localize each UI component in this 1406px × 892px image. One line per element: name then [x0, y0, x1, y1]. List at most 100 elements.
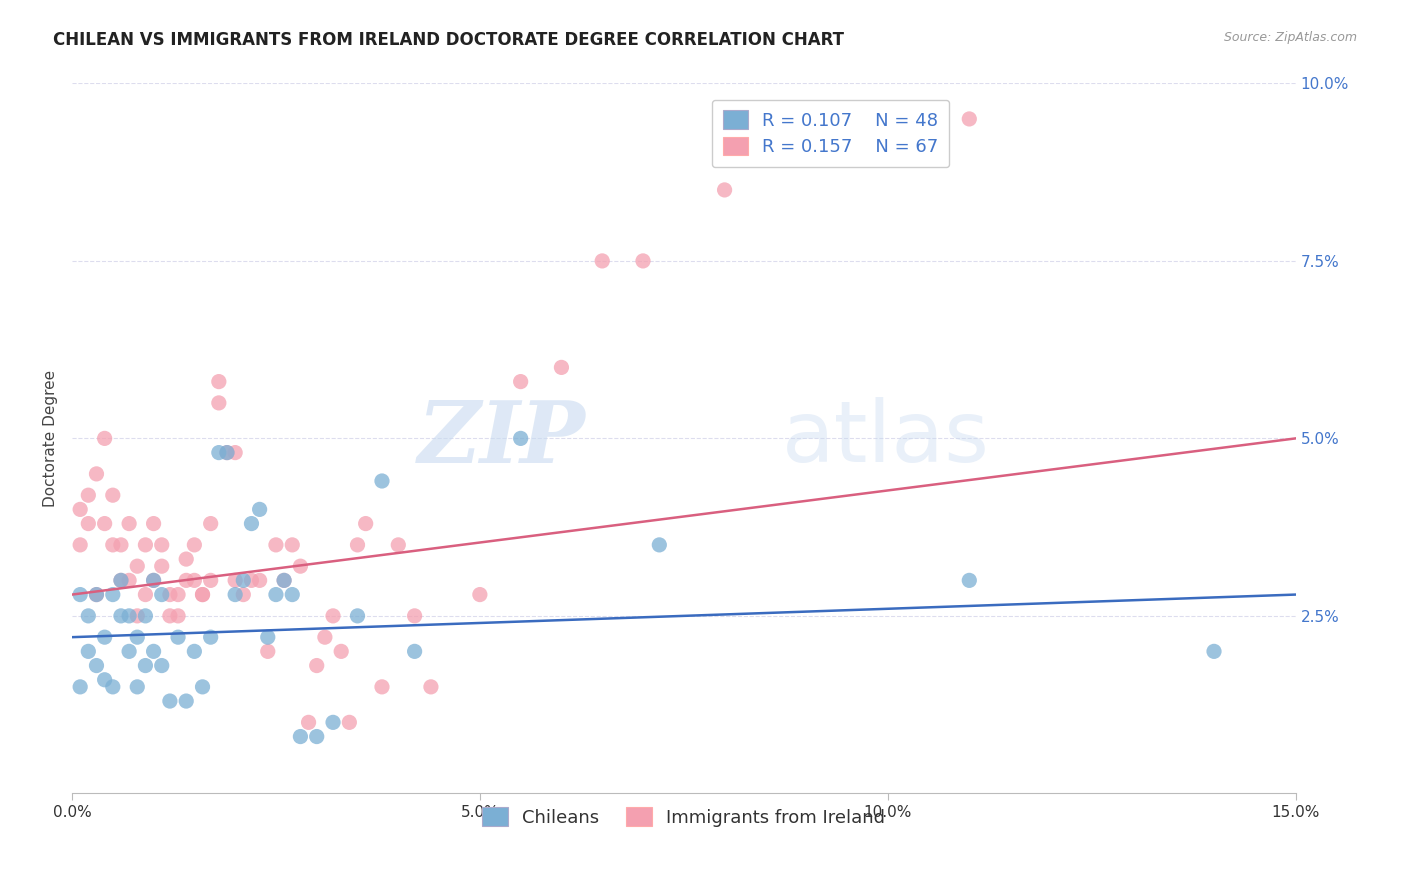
Point: [208, 375, 231, 389]
Point: [167, 588, 190, 602]
Point: [77, 488, 100, 502]
Point: [77, 516, 100, 531]
Point: [127, 680, 149, 694]
Point: [550, 360, 572, 375]
Point: [509, 431, 531, 445]
Point: [256, 630, 278, 644]
Point: [273, 574, 295, 588]
Point: [86, 588, 108, 602]
Point: [93, 673, 115, 687]
Point: [77, 608, 100, 623]
Point: [101, 680, 124, 694]
Point: [224, 574, 246, 588]
Point: [110, 574, 132, 588]
Point: [290, 559, 312, 574]
Point: [264, 588, 287, 602]
Point: [387, 538, 409, 552]
Point: [322, 608, 344, 623]
Point: [232, 574, 254, 588]
Point: [264, 538, 287, 552]
Point: [322, 715, 344, 730]
Point: [127, 608, 149, 623]
Point: [93, 516, 115, 531]
Point: [208, 396, 231, 410]
Point: [93, 431, 115, 445]
Point: [101, 538, 124, 552]
Point: [1202, 644, 1225, 658]
Point: [110, 538, 132, 552]
Point: [174, 552, 197, 566]
Point: [305, 658, 328, 673]
Point: [371, 474, 394, 488]
Point: [371, 680, 394, 694]
Point: [215, 445, 238, 459]
Point: [86, 588, 108, 602]
Point: [118, 516, 141, 531]
Point: [191, 680, 214, 694]
Point: [404, 608, 426, 623]
Point: [468, 588, 491, 602]
Point: [118, 574, 141, 588]
Point: [200, 630, 222, 644]
Point: [134, 658, 156, 673]
Text: ZIP: ZIP: [418, 397, 586, 480]
Point: [200, 574, 222, 588]
Point: [69, 680, 91, 694]
Point: [159, 694, 181, 708]
Point: [346, 608, 368, 623]
Y-axis label: Doctorate Degree: Doctorate Degree: [44, 370, 58, 507]
Point: [142, 516, 165, 531]
Text: Source: ZipAtlas.com: Source: ZipAtlas.com: [1223, 31, 1357, 45]
Point: [86, 658, 108, 673]
Point: [183, 538, 205, 552]
Point: [713, 183, 735, 197]
Point: [200, 516, 222, 531]
Point: [191, 588, 214, 602]
Point: [290, 730, 312, 744]
Point: [224, 588, 246, 602]
Point: [354, 516, 377, 531]
Point: [224, 445, 246, 459]
Point: [183, 574, 205, 588]
Point: [249, 574, 271, 588]
Point: [110, 574, 132, 588]
Point: [86, 467, 108, 481]
Point: [150, 538, 173, 552]
Point: [957, 574, 980, 588]
Point: [404, 644, 426, 658]
Point: [183, 644, 205, 658]
Point: [281, 588, 304, 602]
Point: [591, 254, 613, 268]
Point: [631, 254, 654, 268]
Point: [69, 588, 91, 602]
Point: [240, 574, 263, 588]
Point: [134, 588, 156, 602]
Point: [305, 730, 328, 744]
Point: [174, 694, 197, 708]
Point: [142, 574, 165, 588]
Point: [142, 644, 165, 658]
Point: [69, 538, 91, 552]
Point: [297, 715, 319, 730]
Point: [150, 658, 173, 673]
Point: [118, 608, 141, 623]
Point: [256, 644, 278, 658]
Point: [337, 715, 360, 730]
Point: [330, 644, 353, 658]
Point: [77, 644, 100, 658]
Point: [174, 574, 197, 588]
Point: [215, 445, 238, 459]
Point: [648, 538, 671, 552]
Point: [167, 630, 190, 644]
Point: [134, 538, 156, 552]
Point: [110, 608, 132, 623]
Point: [314, 630, 336, 644]
Text: atlas: atlas: [782, 397, 990, 480]
Point: [249, 502, 271, 516]
Point: [69, 502, 91, 516]
Point: [232, 588, 254, 602]
Point: [794, 133, 817, 147]
Point: [134, 608, 156, 623]
Text: CHILEAN VS IMMIGRANTS FROM IRELAND DOCTORATE DEGREE CORRELATION CHART: CHILEAN VS IMMIGRANTS FROM IRELAND DOCTO…: [53, 31, 845, 49]
Point: [273, 574, 295, 588]
